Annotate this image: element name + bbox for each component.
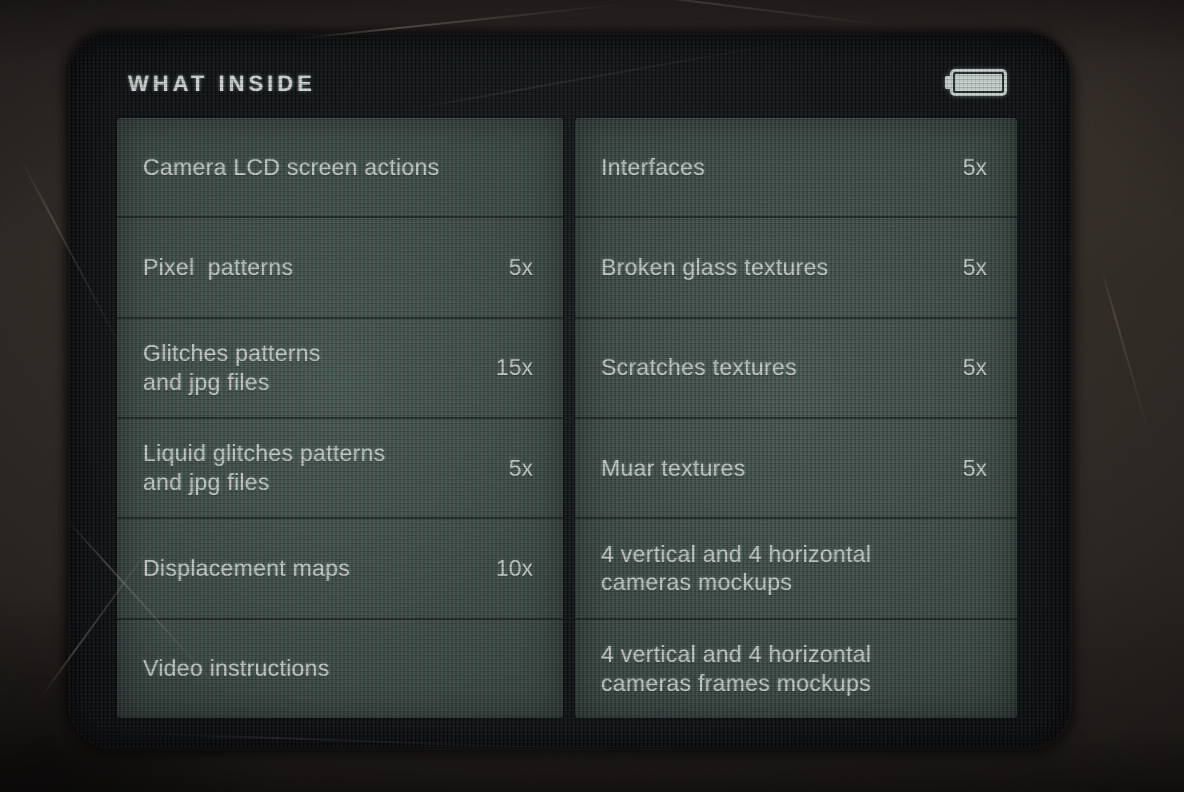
list-item: Scratches textures 5x (575, 316, 1017, 417)
item-label: Glitches patterns and jpg files (143, 339, 321, 395)
item-label: 4 vertical and 4 horizontal cameras fram… (601, 640, 872, 696)
list-item: Glitches patterns and jpg files 15x (117, 316, 563, 417)
scratch-line (1100, 269, 1150, 433)
item-quantity: 5x (962, 153, 987, 180)
item-quantity: 10x (495, 554, 533, 581)
item-label: Camera LCD screen actions (143, 153, 440, 180)
item-label: 4 vertical and 4 horizontal cameras mock… (601, 540, 872, 596)
battery-full-icon (945, 69, 1007, 96)
item-label: Muar textures (601, 454, 746, 481)
list-item: 4 vertical and 4 horizontal cameras mock… (575, 517, 1017, 617)
item-quantity: 5x (508, 253, 533, 280)
battery-shell (950, 69, 1007, 96)
list-item: 4 vertical and 4 horizontal cameras fram… (575, 617, 1017, 718)
list-item: Camera LCD screen actions (117, 118, 563, 216)
list-item: Muar textures 5x (575, 416, 1017, 517)
list-item: Video instructions (117, 617, 563, 718)
item-label: Broken glass textures (601, 254, 829, 280)
item-label: Displacement maps (143, 554, 351, 581)
item-quantity: 5x (508, 454, 533, 481)
item-label: Scratches textures (601, 354, 797, 381)
item-label: Liquid glitches patterns and jpg files (143, 440, 386, 496)
list-item: Liquid glitches patterns and jpg files 5… (117, 416, 563, 517)
right-column: Interfaces 5x Broken glass textures 5x S… (575, 118, 1017, 718)
list-item: Broken glass textures 5x (575, 216, 1017, 316)
item-quantity: 5x (962, 253, 987, 280)
list-item: Displacement maps 10x (117, 517, 563, 617)
lcd-screen: WHAT INSIDE Camera LCD screen actions Pi… (68, 33, 1071, 748)
left-column: Camera LCD screen actions Pixel patterns… (117, 118, 563, 718)
item-label: Video instructions (143, 655, 330, 682)
list-item: Pixel patterns 5x (117, 216, 563, 316)
list-item: Interfaces 5x (575, 118, 1017, 216)
item-quantity: 5x (962, 354, 987, 381)
item-quantity: 15x (495, 354, 533, 381)
scratch-line (620, 0, 890, 27)
content-columns: Camera LCD screen actions Pixel patterns… (117, 118, 1017, 718)
item-quantity: 5x (962, 454, 987, 481)
item-label: Pixel patterns (143, 254, 294, 280)
item-label: Interfaces (601, 153, 705, 180)
battery-fill (955, 74, 1002, 91)
screen-title: WHAT INSIDE (128, 71, 316, 96)
